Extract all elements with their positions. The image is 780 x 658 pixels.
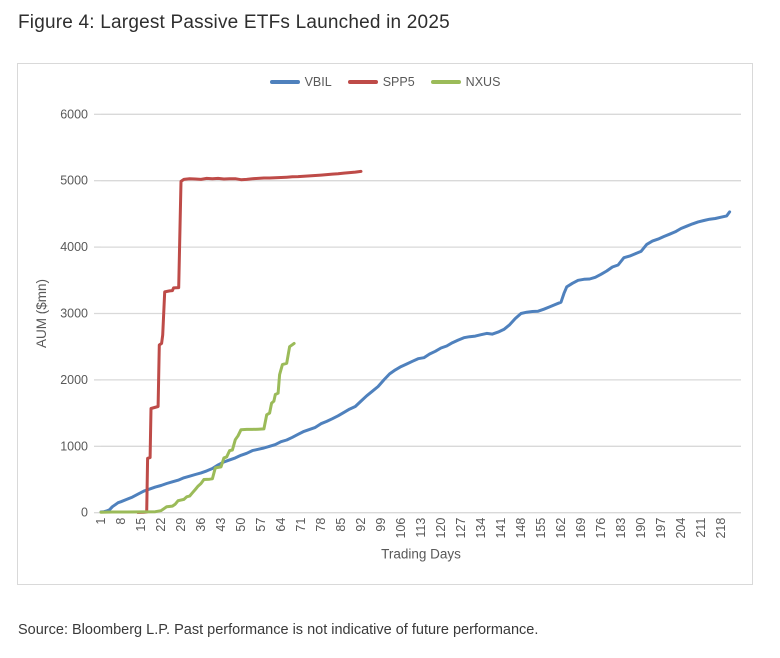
chart-legend: VBIL SPP5 NXUS: [18, 75, 752, 89]
y-tick-label: 3000: [60, 307, 88, 321]
vbil-line-swatch: [269, 80, 300, 84]
legend-label-vbil: VBIL: [304, 75, 332, 89]
legend-label-spp5: SPP5: [382, 75, 415, 89]
x-tick-label: 71: [294, 518, 308, 532]
x-tick-label: 134: [474, 518, 488, 539]
legend-label-nxus: NXUS: [465, 75, 501, 89]
x-tick-label: 50: [234, 518, 248, 532]
x-tick-label: 36: [194, 518, 208, 532]
series-line-nxus: [99, 341, 296, 514]
nxus-line-swatch: [430, 80, 461, 84]
x-tick-label: 127: [454, 518, 468, 539]
y-tick-label: 2000: [60, 373, 88, 387]
x-tick-label: 197: [654, 518, 668, 539]
x-tick-label: 190: [634, 518, 648, 539]
x-tick-label: 64: [274, 518, 288, 532]
x-tick-label: 43: [214, 518, 228, 532]
legend-item-nxus: NXUS: [430, 75, 501, 89]
x-tick-label: 15: [134, 518, 148, 532]
spp5-line-swatch: [347, 80, 378, 84]
x-tick-label: 22: [154, 518, 168, 532]
x-tick-label: 106: [394, 518, 408, 539]
plot-area: 0 1000 2000 3000 4000 5000 6000 1 8 15 22 29 36 43 50 5…: [34, 107, 741, 562]
x-tick-label: 183: [614, 518, 628, 539]
y-tick-label: 1000: [60, 439, 88, 453]
x-tick-label: 141: [494, 518, 508, 539]
series-line-spp5: [136, 169, 363, 514]
figure-title: Figure 4: Largest Passive ETFs Launched …: [18, 12, 450, 33]
y-tick-label: 4000: [60, 240, 88, 254]
x-tick-label: 85: [334, 518, 348, 532]
y-tick-label: 6000: [60, 107, 88, 121]
x-tick-label: 57: [254, 518, 268, 532]
x-tick-label: 78: [314, 518, 328, 532]
y-tick-label: 0: [81, 506, 88, 520]
x-tick-label: 29: [174, 518, 188, 532]
x-tick-label: 176: [594, 518, 608, 539]
x-tick-label: 218: [714, 518, 728, 539]
legend-item-vbil: VBIL: [269, 75, 332, 89]
x-tick-label: 148: [514, 518, 528, 539]
source-note: Source: Bloomberg L.P. Past performance …: [18, 622, 539, 638]
x-tick-label: 120: [434, 518, 448, 539]
x-tick-label: 1: [94, 518, 108, 525]
x-tick-label: 92: [354, 518, 368, 532]
y-tick-label: 5000: [60, 174, 88, 188]
x-tick-label: 8: [114, 518, 128, 525]
chart-panel: VBIL SPP5 NXUS 0 1000 2000 3000 4000 5000 6000…: [17, 63, 753, 585]
x-tick-label: 99: [374, 518, 388, 532]
x-tick-label: 155: [534, 518, 548, 539]
x-tick-label: 204: [674, 518, 688, 539]
x-tick-label: 113: [414, 518, 428, 538]
series-line-vbil: [99, 210, 732, 514]
x-tick-label: 211: [694, 518, 708, 538]
x-tick-label: 169: [574, 518, 588, 539]
x-tick-label: 162: [554, 518, 568, 539]
legend-item-spp5: SPP5: [347, 75, 415, 89]
x-axis-title: Trading Days: [381, 547, 461, 562]
y-axis-title: AUM ($mn): [34, 279, 49, 348]
